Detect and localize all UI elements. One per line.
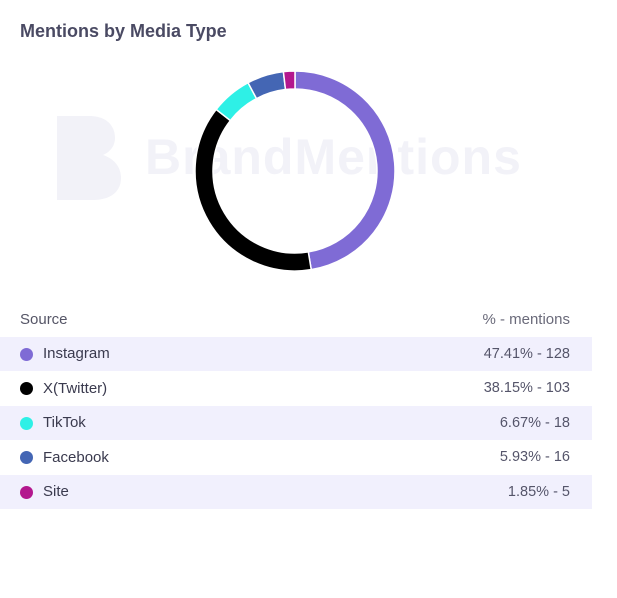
slice-facebook[interactable]: [247, 70, 287, 100]
mentions-column-header: % - mentions: [482, 310, 570, 328]
legend-row[interactable]: Site 1.85% - 5: [0, 474, 592, 509]
chart-title: Mentions by Media Type: [20, 21, 227, 41]
legend-dot-icon: [20, 451, 33, 464]
legend-label: TikTok: [43, 414, 86, 432]
legend-dot-icon: [20, 485, 33, 499]
slice-x-twitter[interactable]: [194, 108, 313, 272]
legend-table: Source % - mentions Instagram 47.41% - 12…: [0, 302, 592, 509]
legend-row[interactable]: Instagram 47.41% - 128: [0, 336, 592, 371]
legend-value: 1.85% - 5: [507, 483, 570, 500]
legend-label: Site: [43, 483, 69, 501]
legend-label: Instagram: [43, 345, 110, 363]
brand-logo-icon: [57, 116, 121, 200]
legend-header: Source % - mentions: [0, 302, 592, 337]
legend-row[interactable]: X(Twitter) 38.15% - 103: [0, 371, 592, 406]
legend-dot-icon: [20, 416, 33, 430]
slice-instagram[interactable]: [294, 70, 396, 271]
donut-chart: [194, 70, 396, 272]
slice-site[interactable]: [282, 70, 296, 91]
legend-label: Facebook: [43, 448, 109, 466]
legend-row[interactable]: TikTok 6.67% - 18: [0, 405, 592, 440]
legend-value: 47.41% - 128: [483, 345, 570, 362]
legend-value: 38.15% - 103: [483, 380, 570, 397]
legend-row[interactable]: Facebook 5.93% - 16: [0, 440, 592, 475]
source-column-header: Source: [20, 310, 68, 328]
legend-dot-icon: [20, 382, 33, 395]
legend-value: 5.93% - 16: [499, 449, 570, 466]
legend-label: X(Twitter): [43, 379, 108, 397]
legend-value: 6.67% - 18: [499, 414, 570, 431]
legend-dot-icon: [20, 347, 33, 361]
